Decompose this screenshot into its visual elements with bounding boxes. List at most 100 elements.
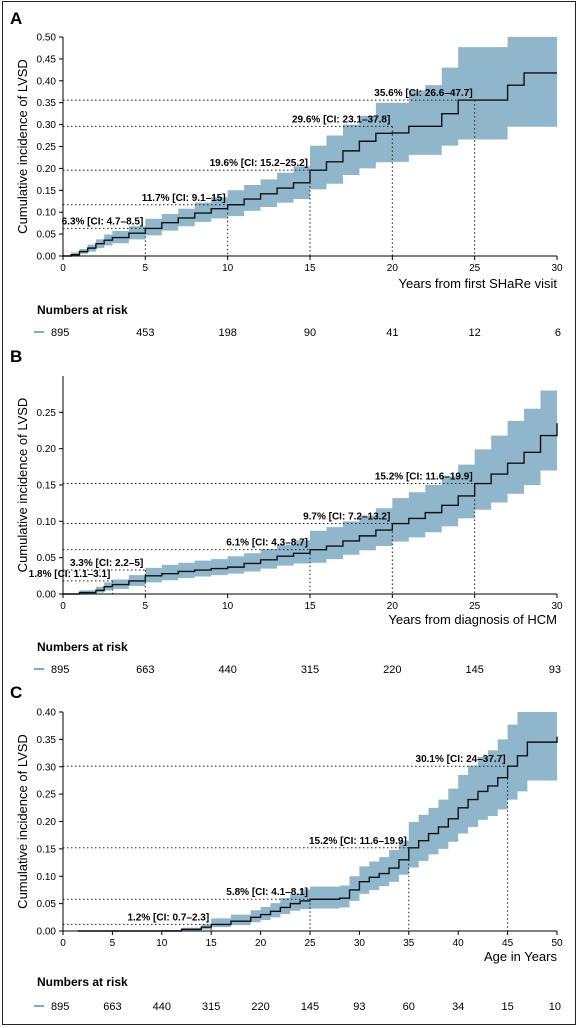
- annotation-label: 9.7% [CI: 7.2–13.2]: [303, 512, 390, 523]
- x-tick-label: 35: [403, 938, 415, 949]
- x-tick-label: 30: [354, 938, 366, 949]
- y-tick-label: 0.10: [37, 517, 57, 528]
- risk-table-title: Numbers at risk: [37, 975, 128, 989]
- risk-count: 220: [251, 1001, 269, 1013]
- y-axis-label: Cumulative incidence of LVSD: [15, 59, 30, 234]
- risk-count: 15: [501, 1001, 513, 1013]
- y-tick-label: 0.30: [37, 762, 57, 773]
- risk-count: 198: [218, 327, 236, 339]
- y-tick-label: 0.35: [37, 98, 57, 109]
- risk-count: 895: [51, 1001, 69, 1013]
- annotation-label: 29.6% [CI: 23.1–37.8]: [292, 114, 390, 125]
- x-axis-label: Years from first SHaRe visit: [399, 276, 558, 291]
- risk-table-title: Numbers at risk: [37, 303, 128, 317]
- x-tick-label: 25: [469, 601, 481, 612]
- annotation-label: 1.8% [CI: 1.1–3.1]: [29, 569, 111, 580]
- risk-count: 41: [386, 327, 398, 339]
- risk-count: 440: [218, 664, 236, 676]
- annotation-label: 6.1% [CI: 4.3–8.7]: [226, 538, 308, 549]
- x-tick-label: 40: [453, 938, 465, 949]
- panel-letter: B: [10, 347, 22, 366]
- chart-panel-a: A Cumulative incidence of LVSD 6.3% [CI: 4…: [10, 9, 563, 339]
- annotation-label: 19.6% [CI: 15.2–25.2]: [210, 158, 308, 169]
- y-tick-label: 0.15: [37, 844, 57, 855]
- x-tick-label: 15: [304, 601, 316, 612]
- risk-count: 440: [153, 1001, 171, 1013]
- risk-count: 60: [403, 1001, 415, 1013]
- risk-count: 93: [549, 664, 561, 676]
- y-tick-label: 0.50: [37, 33, 57, 44]
- y-tick-label: 0.05: [37, 553, 57, 564]
- x-tick-label: 0: [60, 601, 66, 612]
- x-tick-label: 5: [143, 263, 149, 274]
- annotation-label: 30.1% [CI: 24–37.7]: [416, 754, 506, 765]
- x-tick-label: 20: [255, 938, 267, 949]
- y-tick-label: 0.20: [37, 164, 57, 175]
- risk-count: 895: [51, 327, 69, 339]
- x-tick-label: 5: [143, 601, 149, 612]
- confidence-band: [63, 37, 557, 256]
- y-tick-label: 0.05: [37, 230, 57, 241]
- y-tick-label: 0.20: [37, 817, 57, 828]
- annotation-label: 11.7% [CI: 9.1–15]: [142, 193, 226, 204]
- x-tick-label: 20: [387, 601, 399, 612]
- risk-count: 145: [301, 1001, 319, 1013]
- y-tick-label: 0.00: [37, 927, 57, 938]
- risk-count: 6: [555, 327, 561, 339]
- y-tick-label: 0.25: [37, 408, 57, 419]
- x-tick-label: 10: [222, 601, 234, 612]
- annotation-label: 3.3% [CI: 2.2–5]: [70, 558, 143, 569]
- y-tick-label: 0.00: [37, 252, 57, 263]
- y-tick-label: 0.10: [37, 872, 57, 883]
- risk-count: 220: [383, 664, 401, 676]
- y-tick-label: 0.00: [37, 590, 57, 601]
- risk-count: 12: [469, 327, 481, 339]
- y-tick-label: 0.45: [37, 54, 57, 65]
- y-tick-label: 0.35: [37, 735, 57, 746]
- x-tick-label: 30: [551, 263, 563, 274]
- annotation-label: 6.3% [CI: 4.7–8.5]: [62, 216, 144, 227]
- x-tick-label: 10: [156, 938, 168, 949]
- y-axis-label: Cumulative incidence of LVSD: [15, 734, 30, 909]
- x-tick-label: 50: [551, 938, 563, 949]
- risk-count: 663: [136, 664, 154, 676]
- x-tick-label: 10: [222, 263, 234, 274]
- risk-count: 145: [465, 664, 483, 676]
- risk-count: 663: [103, 1001, 121, 1013]
- x-tick-label: 0: [60, 938, 66, 949]
- annotation-label: 15.2% [CI: 11.6–19.9]: [309, 836, 407, 847]
- x-tick-label: 0: [60, 263, 66, 274]
- y-tick-label: 0.25: [37, 790, 57, 801]
- x-tick-label: 45: [502, 938, 514, 949]
- risk-count: 315: [301, 664, 319, 676]
- y-tick-label: 0.25: [37, 142, 57, 153]
- panel-letter: C: [10, 683, 22, 702]
- annotation-label: 35.6% [CI: 26.6–47.7]: [374, 88, 472, 99]
- x-tick-label: 25: [469, 263, 481, 274]
- chart-panel-c: C Cumulative incidence of LVSD 1.2% [CI: 0…: [10, 683, 563, 1013]
- risk-count: 453: [136, 327, 154, 339]
- y-tick-label: 0.20: [37, 444, 57, 455]
- x-tick-label: 30: [551, 601, 563, 612]
- confidence-band: [77, 712, 557, 931]
- x-axis-label: Age in Years: [484, 949, 558, 964]
- x-tick-label: 20: [387, 263, 399, 274]
- x-tick-label: 5: [110, 938, 116, 949]
- x-axis-label: Years from diagnosis of HCM: [388, 612, 557, 627]
- x-tick-label: 25: [304, 938, 316, 949]
- y-tick-label: 0.40: [37, 76, 57, 87]
- annotation-label: 15.2% [CI: 11.6–19.9]: [375, 472, 473, 483]
- y-tick-label: 0.15: [37, 186, 57, 197]
- risk-count: 895: [51, 664, 69, 676]
- incidence-step-line: [63, 72, 557, 257]
- incidence-step-line: [77, 736, 558, 932]
- x-tick-label: 15: [206, 938, 218, 949]
- risk-count: 10: [549, 1001, 561, 1013]
- annotation-label: 5.8% [CI: 4.1–8.1]: [226, 887, 308, 898]
- y-tick-label: 0.30: [37, 120, 57, 131]
- risk-table-title: Numbers at risk: [37, 640, 128, 654]
- y-tick-label: 0.15: [37, 481, 57, 492]
- risk-count: 315: [202, 1001, 220, 1013]
